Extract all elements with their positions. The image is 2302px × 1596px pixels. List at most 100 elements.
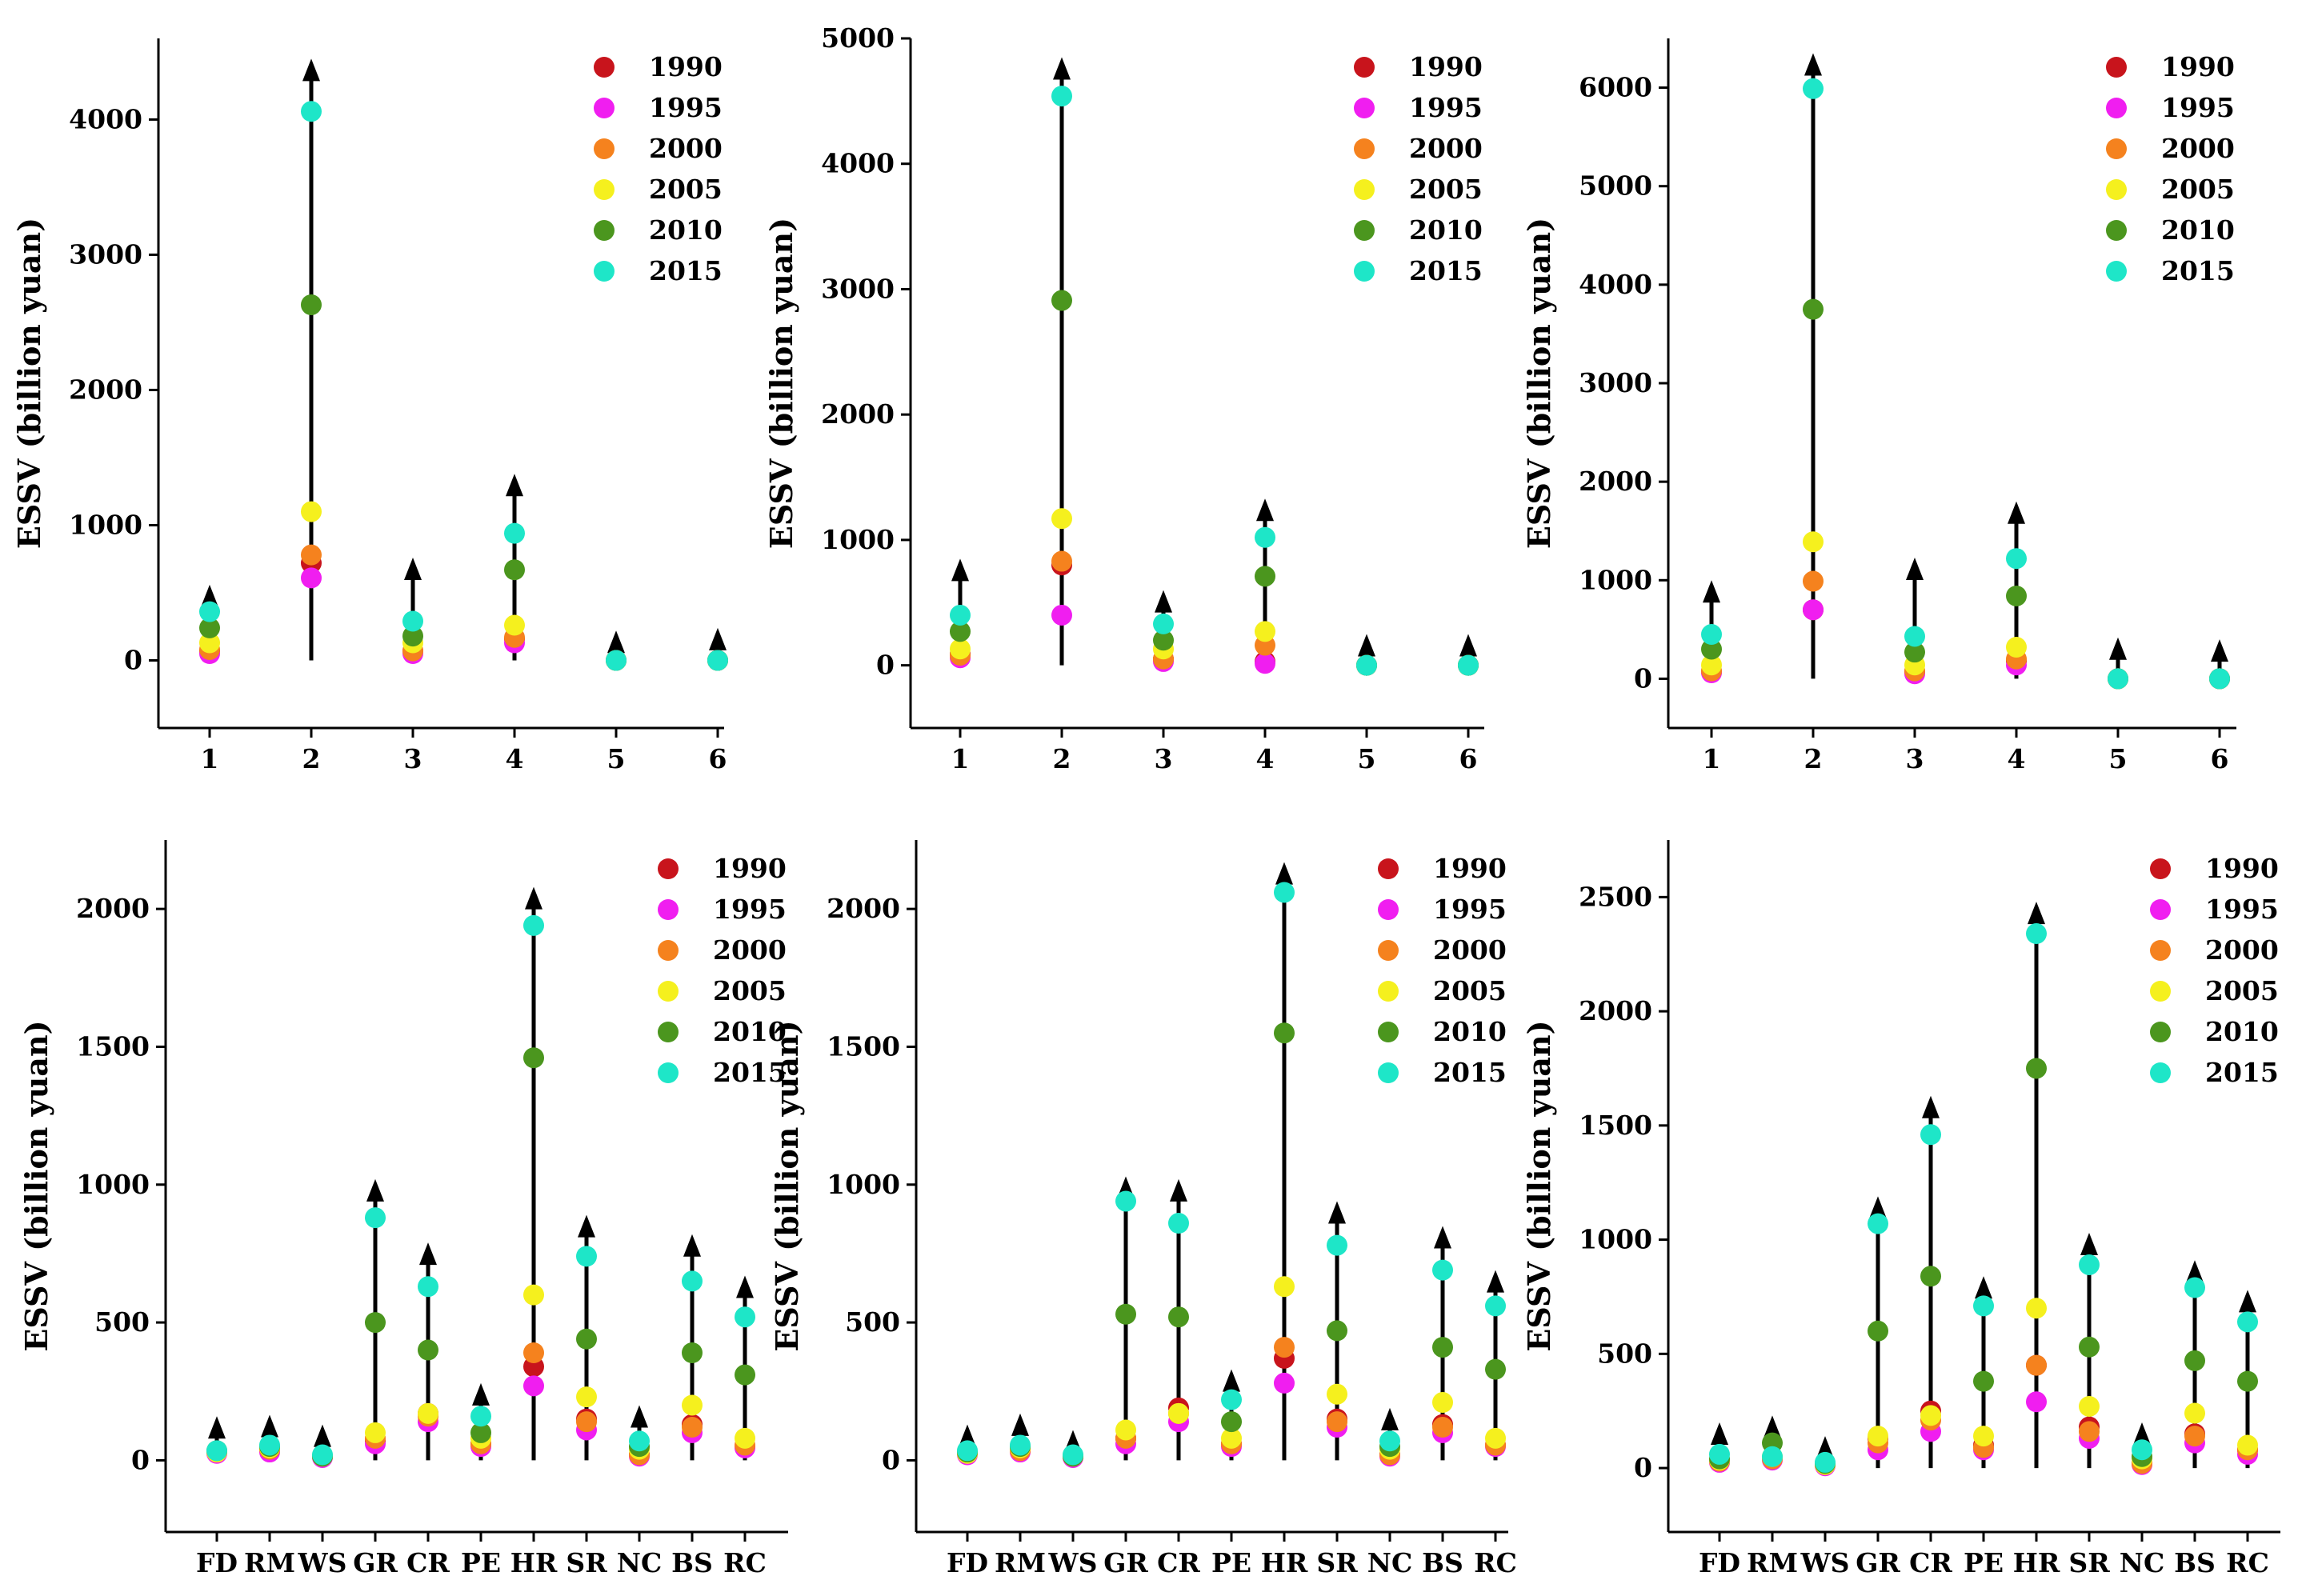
point-2015: [1458, 654, 1479, 676]
x-tick-label: 2: [1804, 743, 1823, 774]
point-2010: [418, 1339, 438, 1361]
point-1995: [1255, 653, 1275, 674]
y-tick-label: 0: [124, 644, 142, 675]
legend-marker-2010: [658, 1022, 679, 1042]
point-2000: [2079, 1421, 2100, 1442]
y-tick-label: 1000: [821, 524, 895, 555]
point-2015: [1868, 1213, 1888, 1234]
legend-label-2005: 2005: [649, 174, 723, 205]
y-tick-label: 1000: [76, 1169, 150, 1200]
point-2000: [1051, 550, 1072, 572]
point-2015: [1803, 78, 1824, 99]
legend-label-2015: 2015: [1409, 255, 1483, 286]
y-tick-label: 2000: [1579, 466, 1652, 497]
point-2015: [259, 1434, 280, 1456]
legend-marker-2010: [2150, 1022, 2171, 1042]
range-arrowhead: [2133, 1422, 2151, 1445]
y-tick-label: 0: [882, 1444, 900, 1475]
x-tick-label: GR: [1103, 1547, 1148, 1578]
x-tick-label: CR: [1909, 1547, 1952, 1578]
x-tick-label: 2: [302, 743, 321, 774]
legend-label-2000: 2000: [1409, 133, 1483, 164]
range-arrowhead: [578, 1214, 595, 1238]
chart-panel-3: 0 1000 2000 3000 4000 5000 6000 1 2 3 4 5 6 ESSV (bil…: [1521, 38, 2236, 774]
point-2005: [1255, 621, 1275, 642]
y-tick-label: 1500: [1579, 1110, 1652, 1141]
y-tick-label: 4000: [821, 148, 895, 179]
point-2010: [1920, 1266, 1941, 1287]
point-2005: [2184, 1402, 2205, 1424]
y-axis-title: ESSV (billion yuan): [18, 1020, 54, 1351]
y-tick-label: 5000: [821, 22, 895, 54]
x-tick-label: 1: [1703, 743, 1721, 774]
legend-label-2000: 2000: [713, 934, 787, 966]
point-2005: [1274, 1276, 1295, 1298]
y-tick-label: 500: [94, 1306, 150, 1338]
point-2000: [576, 1411, 597, 1433]
range-arrowhead: [951, 558, 969, 582]
legend-marker-2005: [2150, 981, 2171, 1002]
point-2005: [2079, 1395, 2100, 1417]
x-tick-label: 3: [1155, 743, 1173, 774]
point-2000: [1432, 1417, 1453, 1438]
x-tick-label: 5: [607, 743, 626, 774]
point-2010: [1051, 290, 1072, 311]
legend-marker-2015: [1354, 261, 1375, 282]
point-2010: [301, 294, 322, 315]
point-2010: [576, 1328, 597, 1350]
y-axis-title: ESSV (billion yuan): [1521, 1020, 1557, 1351]
point-2010: [2237, 1370, 2258, 1392]
legend-label-2015: 2015: [713, 1057, 787, 1088]
y-tick-label: 3000: [821, 273, 895, 304]
legend-label-2010: 2010: [1409, 214, 1483, 246]
x-tick-label: 6: [2211, 743, 2229, 774]
range-arrowhead: [2080, 1233, 2098, 1256]
range-arrowhead: [1804, 53, 1822, 76]
point-2015: [1063, 1444, 1083, 1466]
point-2000: [1803, 570, 1824, 592]
legend-marker-1995: [1354, 98, 1375, 118]
y-tick-label: 5000: [1579, 170, 1652, 202]
point-2015: [1904, 626, 1925, 647]
legend-label-1995: 1995: [713, 894, 787, 925]
legend-marker-1995: [658, 899, 679, 920]
point-2015: [2132, 1439, 2152, 1461]
point-2000: [1274, 1337, 1295, 1358]
range-arrowhead: [2008, 501, 2025, 524]
x-tick-label: BS: [671, 1547, 713, 1578]
point-2015: [1709, 1443, 1730, 1465]
y-tick-label: 2000: [69, 374, 142, 405]
point-2015: [418, 1276, 438, 1298]
point-2015: [1701, 624, 1722, 646]
legend-label-2010: 2010: [713, 1016, 787, 1047]
range-arrowhead: [736, 1275, 754, 1298]
point-2015: [1168, 1213, 1189, 1234]
x-tick-label: BS: [1422, 1547, 1463, 1578]
legend-marker-2005: [658, 981, 679, 1002]
point-2010: [950, 621, 971, 642]
point-2005: [1432, 1392, 1453, 1414]
point-2010: [1274, 1022, 1295, 1044]
x-tick-label: FD: [196, 1547, 238, 1578]
point-2005: [199, 632, 220, 654]
y-tick-label: 1000: [1579, 1224, 1652, 1255]
range-arrowhead: [1275, 862, 1293, 885]
point-2015: [301, 101, 322, 122]
range-arrowhead: [208, 1416, 226, 1439]
legend-marker-1990: [658, 858, 679, 879]
legend-label-2015: 2015: [2205, 1057, 2279, 1088]
legend-marker-2000: [1354, 138, 1375, 159]
legend-marker-2015: [2150, 1062, 2171, 1083]
legend-label-1995: 1995: [649, 92, 723, 123]
y-tick-label: 2500: [1579, 881, 1652, 912]
x-tick-label: 2: [1053, 743, 1071, 774]
range-arrowhead: [683, 1234, 701, 1257]
point-2005: [1485, 1427, 1506, 1449]
point-2005: [1973, 1426, 1994, 1447]
range-arrowhead: [1011, 1413, 1029, 1436]
point-2015: [1274, 882, 1295, 903]
range-arrowhead: [1358, 634, 1375, 657]
point-2010: [1153, 630, 1174, 651]
point-2015: [365, 1207, 386, 1229]
range-arrowhead: [314, 1424, 331, 1447]
